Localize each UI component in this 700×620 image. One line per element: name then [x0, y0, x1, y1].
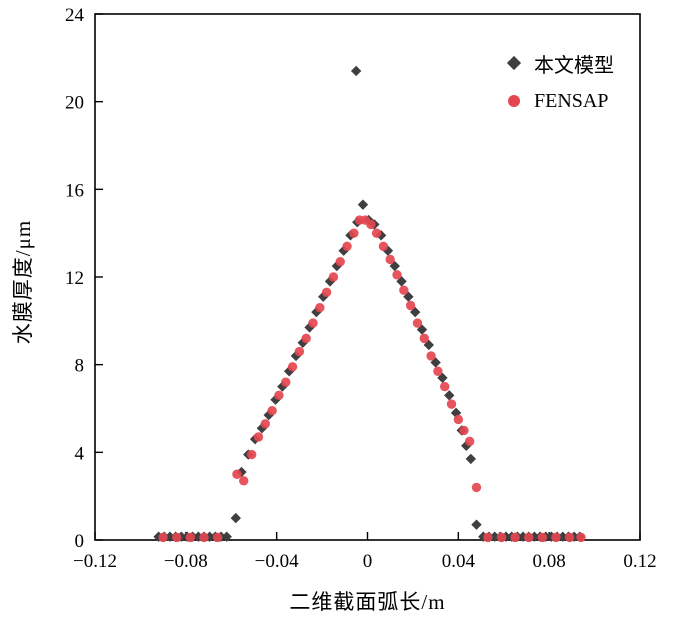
x-axis-label: 二维截面弧长/m: [289, 590, 446, 614]
data-point-circle: [287, 362, 298, 372]
data-point-diamond: [164, 531, 176, 542]
x-tick-label: −0.04: [255, 551, 299, 572]
data-point-circle: [308, 318, 318, 328]
data-point-circle: [392, 270, 402, 280]
data-point-circle: [185, 532, 196, 543]
data-point-circle: [537, 532, 548, 543]
data-point-circle: [385, 254, 395, 265]
y-tick-label: 24: [65, 5, 85, 26]
data-point-circle: [510, 532, 520, 543]
y-tick-label: 16: [65, 180, 84, 201]
data-point-circle: [378, 241, 389, 252]
data-point-circle: [232, 469, 242, 479]
data-point-circle: [315, 302, 325, 313]
legend-label-model: 本文模型: [534, 54, 614, 77]
data-point-circle: [281, 377, 291, 387]
data-point-circle: [453, 414, 464, 425]
x-tick-label: 0.04: [442, 551, 476, 572]
x-tick-label: 0: [363, 551, 373, 572]
circle-marker-icon: [502, 95, 526, 107]
data-point-circle: [301, 333, 311, 344]
y-tick-label: 20: [65, 93, 84, 114]
x-tick-label: −0.12: [73, 551, 117, 572]
x-tick-label: −0.08: [164, 551, 208, 572]
data-point-circle: [335, 256, 345, 267]
data-point-circle: [524, 532, 534, 543]
data-point-circle: [419, 333, 429, 344]
data-point-circle: [172, 532, 182, 543]
data-point-circle: [212, 532, 223, 543]
data-point-diamond: [517, 531, 529, 542]
data-point-circle: [471, 482, 482, 493]
data-point-diamond: [221, 531, 232, 542]
data-point-diamond: [444, 390, 455, 401]
x-tick-label: 0.12: [623, 551, 656, 572]
data-point-circle: [399, 285, 409, 295]
data-point-circle: [294, 346, 305, 357]
data-point-diamond: [236, 466, 247, 478]
data-point-diamond: [375, 230, 387, 241]
data-point-diamond: [230, 512, 241, 524]
data-point-circle: [576, 532, 586, 543]
data-point-circle: [551, 532, 561, 543]
data-point-circle: [433, 366, 443, 376]
legend-item-model: 本文模型: [502, 44, 614, 82]
legend: 本文模型 FENSAP: [502, 44, 614, 120]
data-point-diamond: [465, 453, 477, 465]
data-point-circle: [412, 318, 423, 328]
legend-label-fensap: FENSAP: [534, 89, 609, 112]
data-point-circle: [239, 476, 249, 486]
data-point-diamond: [357, 199, 369, 210]
data-point-circle: [496, 532, 507, 543]
data-point-circle: [349, 228, 359, 238]
x-tick-label: 0.08: [533, 551, 566, 572]
data-point-circle: [459, 425, 469, 436]
data-point-circle: [366, 219, 376, 230]
data-point-circle: [158, 532, 168, 543]
data-point-circle: [483, 532, 493, 543]
y-tick-label: 12: [65, 268, 84, 289]
data-point-circle: [253, 432, 264, 442]
data-point-circle: [267, 405, 277, 416]
data-point-circle: [371, 228, 382, 238]
data-point-circle: [199, 532, 209, 543]
data-point-diamond: [350, 65, 362, 77]
data-point-circle: [446, 399, 457, 409]
data-point-circle: [405, 300, 416, 311]
y-tick-label: 8: [75, 356, 85, 377]
data-point-circle: [246, 449, 257, 460]
data-point-circle: [260, 419, 271, 429]
data-point-circle: [564, 532, 575, 543]
diamond-marker-icon: [502, 55, 526, 71]
y-tick-label: 0: [75, 531, 85, 552]
data-point-circle: [321, 287, 332, 298]
legend-item-fensap: FENSAP: [502, 82, 614, 120]
data-point-circle: [274, 390, 284, 401]
data-point-circle: [464, 436, 475, 447]
data-point-circle: [426, 351, 436, 361]
data-point-circle: [342, 241, 352, 252]
y-tick-label: 4: [75, 443, 85, 464]
data-point-diamond: [471, 519, 482, 530]
data-point-circle: [328, 272, 339, 282]
data-point-circle: [440, 381, 450, 392]
